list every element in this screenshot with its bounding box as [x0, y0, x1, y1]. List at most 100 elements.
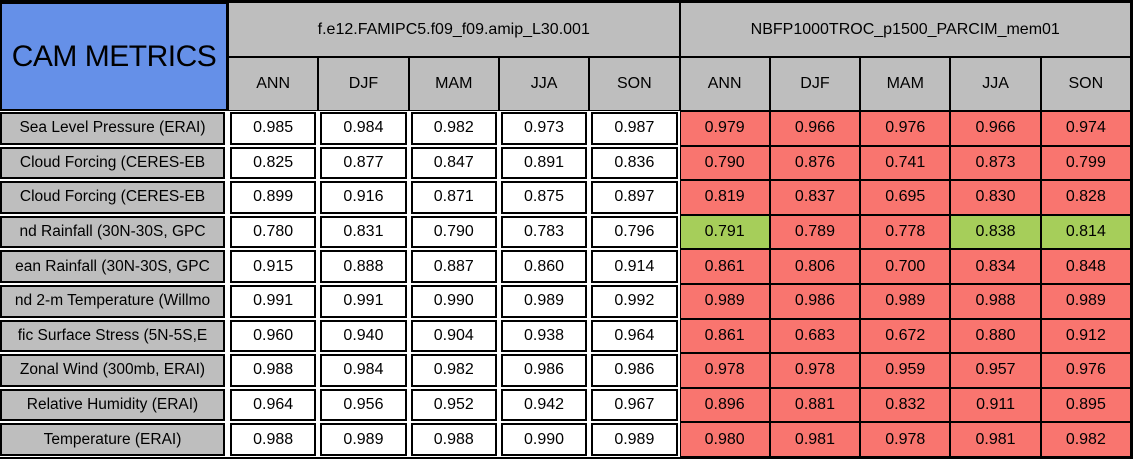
- metric-row-label-cell: nd Rainfall (30N-30S, GPC: [0, 215, 228, 250]
- model1-value-cell: 0.956: [318, 388, 408, 423]
- model2-value-cell: 0.979: [679, 111, 770, 146]
- metric-value: 0.836: [591, 146, 678, 180]
- metric-value: 0.967: [591, 388, 678, 422]
- metric-value: 0.982: [410, 354, 497, 387]
- model1-value-cell: 0.984: [318, 111, 408, 146]
- model1-value-cell: 0.982: [409, 353, 499, 388]
- model2-value-cell: 0.695: [860, 180, 951, 215]
- model1-value-cell: 0.899: [228, 180, 318, 215]
- metric-value: 0.991: [320, 284, 407, 318]
- model2-value-cell: 0.838: [950, 214, 1041, 250]
- model1-value-cell: 0.990: [409, 284, 499, 319]
- metric-value: 0.987: [591, 112, 678, 145]
- model1-value-cell: 0.783: [499, 215, 589, 250]
- model2-value-cell: 0.981: [950, 422, 1041, 457]
- model1-value-cell: 0.967: [589, 388, 679, 423]
- model2-value-cell: 0.791: [679, 214, 770, 250]
- metric-row-label: nd 2-m Temperature (Willmo: [0, 284, 225, 318]
- model1-value-cell: 0.988: [228, 353, 318, 388]
- metric-row-label: ean Rainfall (30N-30S, GPC: [0, 250, 225, 283]
- metric-value: 0.989: [500, 284, 588, 318]
- model2-value-cell: 0.911: [950, 387, 1041, 423]
- model1-value-cell: 0.991: [318, 284, 408, 319]
- model1-value-cell: 0.988: [409, 422, 499, 457]
- model1-value-cell: 0.984: [318, 353, 408, 388]
- model2-value-cell: 0.978: [769, 353, 861, 388]
- model2-value-cell: 0.978: [679, 353, 770, 388]
- model2-value-cell: 0.896: [679, 387, 770, 423]
- model1-value-cell: 0.973: [499, 111, 589, 146]
- metric-value: 0.891: [500, 146, 588, 180]
- metric-value: 0.990: [500, 423, 588, 456]
- metric-row-label-cell: nd 2-m Temperature (Willmo: [0, 284, 228, 319]
- model1-value-cell: 0.847: [409, 146, 499, 181]
- model2-value-cell: 0.978: [860, 422, 951, 457]
- metric-value: 0.960: [230, 319, 317, 353]
- metric-value: 0.984: [320, 354, 407, 387]
- metric-row-label-cell: Cloud Forcing (CERES-EB: [0, 146, 228, 181]
- metric-row-label-cell: fic Surface Stress (5N-5S,E: [0, 319, 228, 354]
- season-header: MAM: [860, 57, 951, 111]
- metric-value: 0.825: [230, 146, 317, 180]
- model2-value-cell: 0.834: [950, 249, 1041, 284]
- metric-value: 0.989: [320, 423, 407, 456]
- model2-value-cell: 0.861: [679, 249, 770, 284]
- model1-value-cell: 0.888: [318, 249, 408, 284]
- model2-value-cell: 0.912: [1040, 318, 1131, 354]
- metric-row-label-cell: Cloud Forcing (CERES-EB: [0, 180, 228, 215]
- model1-value-cell: 0.914: [589, 249, 679, 284]
- metric-value: 0.990: [410, 284, 497, 318]
- metric-value: 0.899: [230, 181, 317, 214]
- metric-row-label-cell: Sea Level Pressure (ERAI): [0, 111, 228, 146]
- model1-value-cell: 0.825: [228, 146, 318, 181]
- metric-value: 0.964: [230, 388, 317, 422]
- metric-value: 0.984: [320, 112, 407, 145]
- metric-value: 0.988: [230, 423, 317, 456]
- model1-value-cell: 0.987: [589, 111, 679, 146]
- model1-value-cell: 0.887: [409, 249, 499, 284]
- model2-value-cell: 0.837: [769, 180, 861, 215]
- metric-row-label-cell: Temperature (ERAI): [0, 422, 228, 457]
- model2-value-cell: 0.876: [769, 145, 861, 181]
- model2-value-cell: 0.989: [679, 283, 770, 319]
- model1-value-cell: 0.989: [589, 422, 679, 457]
- model1-value-cell: 0.992: [589, 284, 679, 319]
- model1-value-cell: 0.860: [499, 249, 589, 284]
- model2-value-cell: 0.806: [769, 249, 861, 284]
- model1-value-cell: 0.796: [589, 215, 679, 250]
- metric-row-label-cell: Zonal Wind (300mb, ERAI): [0, 353, 228, 388]
- model-header-2: NBFP1000TROC_p1500_PARCIM_mem01: [679, 2, 1131, 57]
- model2-value-cell: 0.981: [769, 422, 861, 457]
- metric-value: 0.986: [500, 354, 588, 387]
- metric-row-label: Sea Level Pressure (ERAI): [0, 112, 225, 145]
- model1-value-cell: 0.988: [228, 422, 318, 457]
- season-header: DJF: [769, 57, 861, 111]
- metric-value: 0.847: [410, 146, 497, 180]
- model1-value-cell: 0.952: [409, 388, 499, 423]
- model1-value-cell: 0.989: [499, 284, 589, 319]
- model2-value-cell: 0.895: [1040, 387, 1131, 423]
- metric-value: 0.956: [320, 388, 407, 422]
- model2-value-cell: 0.672: [860, 318, 951, 354]
- model2-value-cell: 0.989: [860, 283, 951, 319]
- metric-value: 0.780: [230, 215, 317, 249]
- model2-value-cell: 0.741: [860, 145, 951, 181]
- model2-value-cell: 0.848: [1040, 249, 1131, 284]
- model1-value-cell: 0.960: [228, 319, 318, 354]
- model1-value-cell: 0.986: [499, 353, 589, 388]
- metric-value: 0.938: [500, 319, 588, 353]
- metric-value: 0.940: [320, 319, 407, 353]
- metric-value: 0.831: [320, 215, 407, 249]
- model2-value-cell: 0.814: [1040, 214, 1131, 250]
- model2-value-cell: 0.957: [950, 353, 1041, 388]
- metric-row-label: fic Surface Stress (5N-5S,E: [0, 319, 225, 353]
- model1-value-cell: 0.985: [228, 111, 318, 146]
- season-header: ANN: [679, 57, 770, 111]
- metric-value: 0.860: [500, 250, 588, 283]
- metric-value: 0.916: [320, 181, 407, 214]
- model2-value-cell: 0.799: [1040, 145, 1131, 181]
- model1-value-cell: 0.942: [499, 388, 589, 423]
- model2-value-cell: 0.880: [950, 318, 1041, 354]
- metric-value: 0.888: [320, 250, 407, 283]
- model2-value-cell: 0.881: [769, 387, 861, 423]
